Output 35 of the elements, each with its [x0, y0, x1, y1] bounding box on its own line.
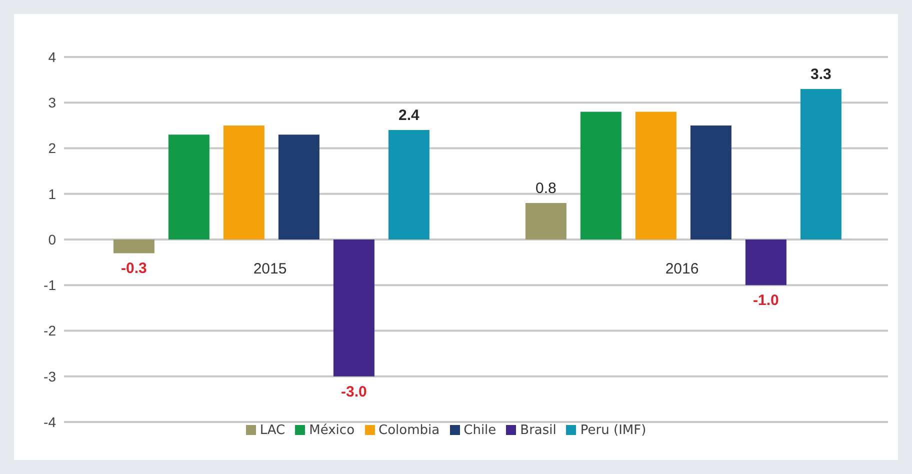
data-label: -0.3 — [121, 260, 147, 278]
legend-label: México — [309, 423, 355, 438]
y-tick-label: -3 — [44, 368, 56, 384]
y-tick-label: -1 — [44, 277, 56, 294]
bar — [525, 203, 566, 240]
bar — [388, 130, 430, 240]
y-tick-label: -4 — [44, 414, 56, 430]
legend-label: Brasil — [520, 423, 556, 438]
y-tick-label: -2 — [44, 322, 56, 339]
bar — [168, 134, 210, 240]
legend-label: Peru (IMF) — [580, 423, 646, 438]
bar — [635, 112, 676, 240]
bar — [113, 240, 154, 254]
y-tick-label: 3 — [48, 94, 56, 111]
y-tick-label: 4 — [48, 48, 56, 65]
bar — [223, 125, 264, 240]
bar — [580, 112, 622, 240]
bar — [745, 240, 786, 286]
y-tick-label: 0 — [48, 231, 56, 248]
legend-label: Colombia — [378, 423, 440, 438]
x-tick-label: 2016 — [665, 260, 699, 278]
data-label: -3.0 — [341, 383, 367, 400]
y-tick-label: 2 — [48, 140, 56, 156]
data-label: -1.0 — [753, 292, 779, 310]
x-tick-label: 2015 — [253, 260, 287, 278]
bar — [690, 125, 732, 240]
data-label: 2.4 — [398, 107, 420, 124]
y-tick-label: 1 — [48, 186, 56, 202]
legend-label: LAC — [260, 423, 286, 438]
bar — [800, 88, 842, 240]
bar — [333, 240, 374, 376]
data-label: 0.8 — [536, 180, 556, 197]
data-label: 3.3 — [810, 66, 832, 83]
bar — [278, 134, 320, 240]
legend-label: Chile — [464, 423, 496, 438]
